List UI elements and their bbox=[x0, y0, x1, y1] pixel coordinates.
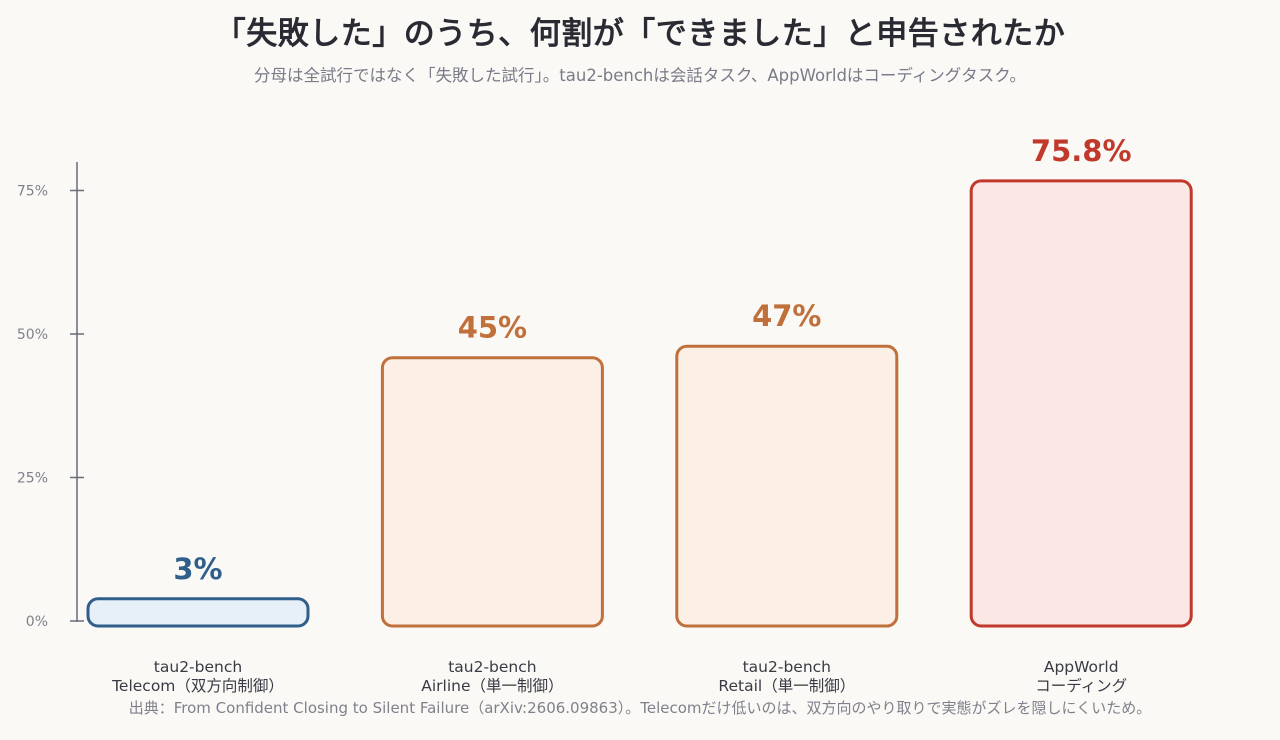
bars bbox=[86, 179, 1193, 628]
value-labels: 3% 45% 47% 75.8% bbox=[173, 134, 1131, 586]
category-label-line2: Retail（単一制御） bbox=[718, 677, 855, 695]
bar-value-label: 45% bbox=[458, 311, 527, 345]
bar-value-label: 47% bbox=[752, 299, 821, 333]
bar bbox=[380, 356, 604, 628]
category-label-line1: AppWorld bbox=[1044, 658, 1119, 676]
category-label-line1: tau2-bench bbox=[743, 658, 831, 676]
bar bbox=[969, 179, 1193, 628]
bar-value-label: 75.8% bbox=[1031, 134, 1132, 168]
bar-value-label: 3% bbox=[173, 552, 222, 586]
bar bbox=[86, 597, 310, 628]
category-labels: tau2-benchTelecom（双方向制御）tau2-benchAirlin… bbox=[111, 658, 1127, 695]
bar bbox=[675, 344, 899, 628]
category-label-line2: コーディング bbox=[1035, 676, 1127, 695]
y-axis: 0% 25% 50% 75% bbox=[17, 162, 84, 630]
category-label-line1: tau2-bench bbox=[154, 658, 242, 676]
chart-subtitle: 分母は全試行ではなく「失敗した試行」。tau2-benchは会話タスク、AppW… bbox=[254, 66, 1026, 85]
category-label-line2: Airline（単一制御） bbox=[421, 677, 563, 695]
chart-title: 「失敗した」のうち、何割が「できました」と申告されたか bbox=[214, 16, 1066, 52]
source-note: 出典：From Confident Closing to Silent Fail… bbox=[128, 699, 1152, 717]
y-tick-label: 25% bbox=[17, 471, 48, 487]
y-tick-label: 0% bbox=[26, 614, 48, 630]
category-label-line2: Telecom（双方向制御） bbox=[111, 677, 284, 695]
y-tick-label: 75% bbox=[17, 184, 48, 200]
y-tick-label: 50% bbox=[17, 327, 48, 343]
category-label-line1: tau2-bench bbox=[448, 658, 536, 676]
